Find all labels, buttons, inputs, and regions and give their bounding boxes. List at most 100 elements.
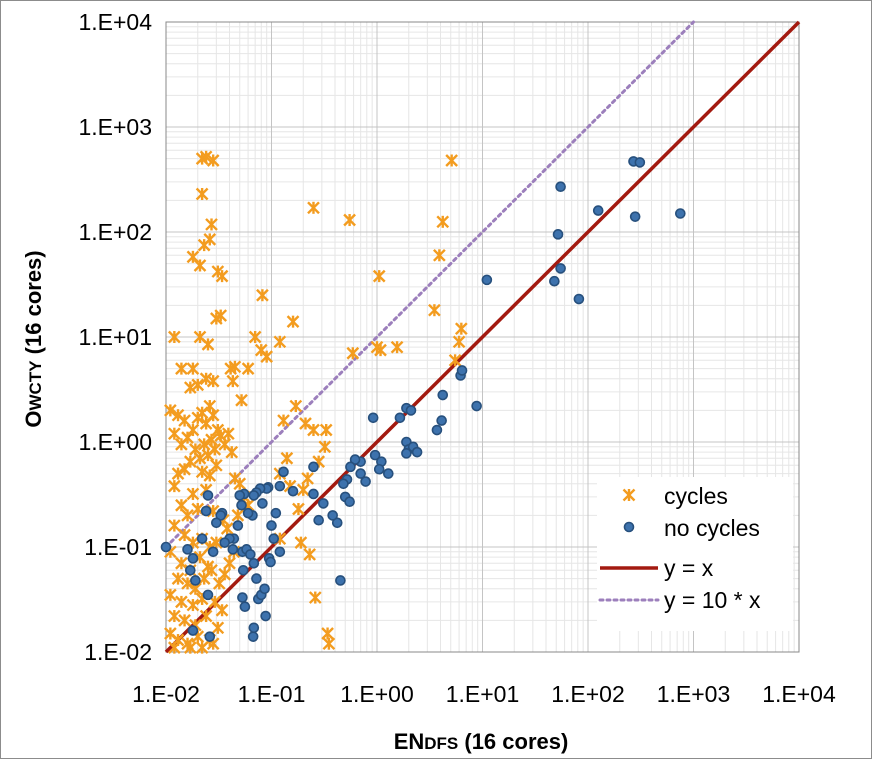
no-cycles-point bbox=[268, 533, 280, 544]
cycles-point bbox=[308, 591, 322, 604]
cycles-point bbox=[164, 588, 177, 602]
cycles-point bbox=[199, 372, 213, 386]
no-cycles-point bbox=[369, 449, 381, 461]
cycles-point bbox=[211, 621, 225, 635]
no-cycles-point bbox=[270, 507, 282, 519]
x-tick-label: 1.E+00 bbox=[340, 681, 414, 707]
plot-border bbox=[165, 21, 800, 653]
no-cycles-point bbox=[360, 476, 371, 487]
cycles-point bbox=[199, 609, 213, 623]
legend-key-cycles bbox=[622, 488, 636, 502]
cycles-point bbox=[168, 427, 181, 441]
no-cycles-point bbox=[383, 468, 394, 479]
no-cycles-point bbox=[344, 496, 355, 508]
x-tick-label: 1.E-02 bbox=[132, 681, 200, 707]
no-cycles-point bbox=[308, 461, 319, 473]
cycles-point bbox=[206, 154, 220, 167]
cycles-point bbox=[256, 288, 269, 302]
no-cycles-point bbox=[431, 424, 443, 436]
cycles-point bbox=[273, 335, 287, 349]
no-cycles-series bbox=[160, 156, 686, 642]
x-tick-labels: 1.E-02 1.E-01 1.E+00 1.E+01 1.E+02 1.E+03 1.E+… bbox=[132, 681, 836, 707]
no-cycles-point bbox=[335, 575, 346, 586]
cycles-point bbox=[203, 469, 217, 482]
cycles-point bbox=[193, 259, 207, 272]
no-cycles-point bbox=[308, 488, 319, 500]
x-tick-label: 1.E+03 bbox=[657, 681, 731, 707]
y-tick-labels: 1.E-02 1.E-01 1.E+00 1.E+01 1.E+02 1.E+03 1.E+… bbox=[78, 9, 152, 665]
no-cycles-point bbox=[242, 507, 254, 519]
no-cycles-point bbox=[401, 448, 412, 459]
cycles-point bbox=[215, 269, 229, 283]
no-cycles-point bbox=[411, 446, 423, 458]
no-cycles-point bbox=[237, 564, 249, 576]
cycles-point bbox=[168, 519, 181, 532]
cycles-point bbox=[171, 572, 185, 585]
cycles-point bbox=[214, 309, 228, 322]
plot-area bbox=[165, 21, 800, 653]
no-cycles-point bbox=[202, 589, 214, 601]
cycles-point bbox=[231, 509, 245, 522]
no-cycles-point bbox=[349, 454, 361, 465]
x-tick-label: 1.E+04 bbox=[762, 681, 836, 707]
cycles-point bbox=[178, 614, 191, 627]
cycles-point bbox=[175, 362, 188, 375]
y-axis-title-main: O bbox=[21, 410, 46, 427]
cycles-point bbox=[195, 641, 209, 655]
y-tick-label: 1.E-02 bbox=[84, 639, 152, 665]
cycles-point bbox=[289, 399, 303, 413]
no-cycles-point bbox=[234, 490, 246, 501]
no-cycles-point bbox=[251, 573, 262, 584]
no-cycles-point bbox=[265, 556, 276, 568]
no-cycles-point bbox=[287, 485, 299, 497]
cycles-point bbox=[445, 154, 458, 167]
x-axis-title-sub: DFS bbox=[424, 734, 458, 753]
cycles-point bbox=[248, 330, 262, 344]
no-cycles-point bbox=[248, 622, 260, 634]
x-axis-title-main: EN bbox=[394, 729, 425, 754]
no-cycles-point bbox=[437, 389, 449, 401]
reference-lines bbox=[164, 20, 801, 654]
no-cycles-point bbox=[236, 499, 247, 511]
y-tick-label: 1.E-01 bbox=[84, 534, 152, 560]
no-cycles-point bbox=[202, 490, 214, 501]
no-cycles-point bbox=[239, 601, 251, 613]
cycles-point bbox=[225, 445, 239, 459]
cycles-point bbox=[454, 322, 468, 336]
cycles-point bbox=[233, 477, 247, 491]
cycles-point bbox=[428, 303, 441, 317]
cycles-point bbox=[346, 346, 360, 360]
cycles-point bbox=[307, 201, 320, 215]
cycles-point bbox=[183, 381, 197, 394]
cycles-point bbox=[206, 408, 220, 422]
no-cycles-point bbox=[405, 405, 417, 416]
y-tick-label: 1.E+01 bbox=[78, 324, 152, 350]
no-cycles-point bbox=[471, 400, 482, 412]
no-cycles-point bbox=[247, 631, 259, 642]
no-cycles-point bbox=[555, 181, 566, 193]
legend-label-no-cycles: no cycles bbox=[664, 515, 760, 541]
cycles-point bbox=[318, 440, 332, 454]
no-cycles-point bbox=[675, 208, 686, 219]
x-tick-label: 1.E-01 bbox=[238, 681, 306, 707]
no-cycles-point bbox=[182, 544, 193, 555]
no-cycles-point bbox=[592, 205, 604, 216]
legend-key-no-cycles bbox=[623, 521, 635, 533]
no-cycles-point bbox=[219, 537, 230, 548]
cycles-point bbox=[436, 215, 450, 229]
cycles-point bbox=[168, 479, 181, 493]
cycles-point bbox=[209, 536, 223, 550]
cycles-point bbox=[372, 269, 386, 283]
no-cycles-point bbox=[211, 517, 222, 529]
cycles-point bbox=[220, 522, 234, 535]
cycles-point bbox=[319, 423, 333, 437]
cycles-point bbox=[301, 472, 314, 485]
cycles-point bbox=[223, 556, 236, 570]
cycles-point bbox=[307, 423, 320, 437]
cycles-point bbox=[292, 502, 305, 516]
cycles-point bbox=[321, 627, 334, 640]
cycles-point bbox=[175, 437, 188, 451]
no-cycles-point bbox=[436, 415, 447, 426]
cycles-point bbox=[186, 598, 200, 612]
